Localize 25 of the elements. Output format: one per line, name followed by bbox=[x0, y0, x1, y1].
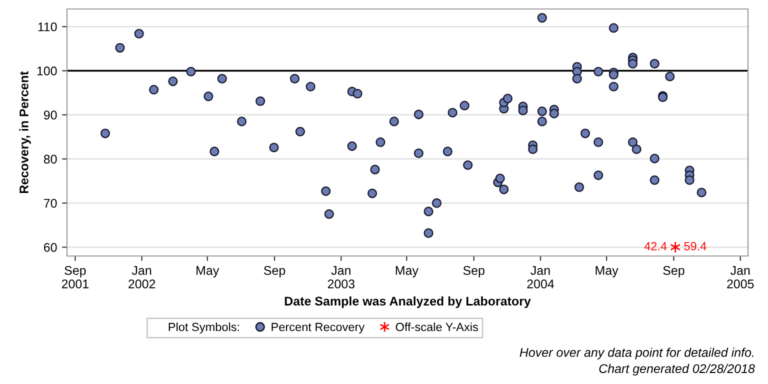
legend-label: Off-scale Y-Axis bbox=[396, 322, 478, 332]
x-tick-label: May bbox=[396, 266, 418, 278]
annotation: 42.4 bbox=[644, 242, 667, 250]
x-tick-label: Jan 2003 bbox=[328, 266, 355, 288]
y-tick-label: 90 bbox=[44, 110, 57, 120]
x-axis-title: Date Sample was Analyzed by Laboratory bbox=[284, 296, 531, 308]
y-axis-title: Recovery, in Percent bbox=[19, 71, 31, 194]
x-tick-label: Jan 2004 bbox=[527, 266, 554, 288]
y-tick-label: 100 bbox=[37, 66, 57, 76]
x-tick-label: Sep 2001 bbox=[62, 266, 88, 288]
annotation: 59.4 bbox=[684, 242, 706, 250]
text: Hover over any data point for detailed info. Chart generated 02/28/2018 bbox=[520, 348, 755, 376]
x-tick-label: May bbox=[596, 266, 618, 278]
x-tick-label: Sep bbox=[264, 266, 286, 278]
y-tick-label: 60 bbox=[44, 242, 57, 252]
x-tick-label: Sep bbox=[463, 266, 484, 278]
legend-label: Percent Recovery bbox=[272, 322, 365, 334]
y-tick-label: 70 bbox=[44, 198, 57, 208]
x-tick-label: Sep bbox=[663, 266, 684, 278]
x-tick-label: May bbox=[196, 266, 220, 278]
y-tick-label: 80 bbox=[44, 154, 57, 164]
legend-title: Plot Symbols: bbox=[168, 322, 239, 334]
x-tick-label: Jan 2002 bbox=[128, 266, 156, 288]
y-tick-label: 110 bbox=[38, 22, 57, 32]
x-tick-label: Jan 2005 bbox=[727, 266, 754, 288]
